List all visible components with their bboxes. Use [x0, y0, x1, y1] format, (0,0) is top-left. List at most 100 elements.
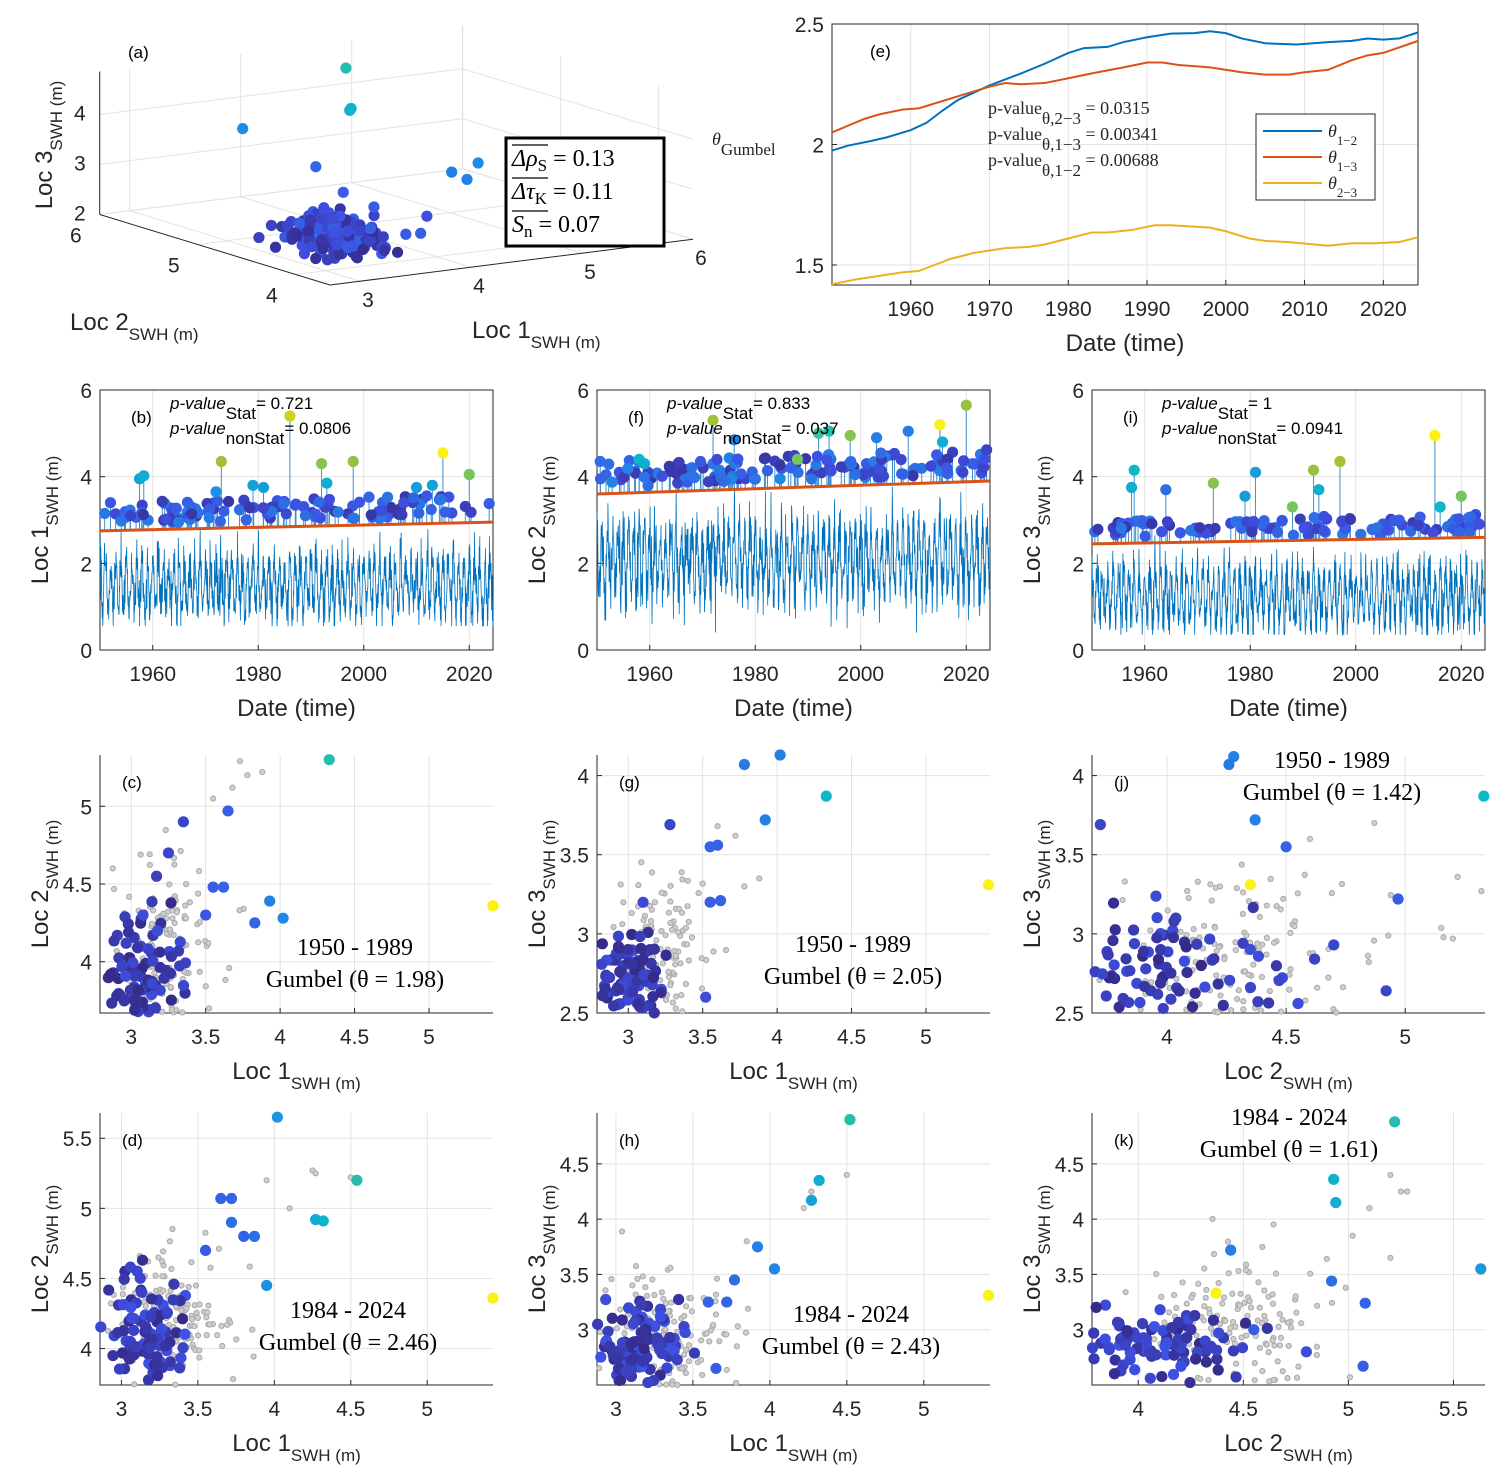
gray-point: [1200, 922, 1208, 929]
legend-sub: 1−2: [1337, 133, 1357, 148]
peak-point: [758, 453, 771, 465]
label-subscript: S: [538, 156, 547, 175]
gray-point: [1266, 1378, 1273, 1385]
y-axis-label: Loc 2SWH (m): [27, 1185, 62, 1314]
x-tick-label: 3: [622, 1026, 634, 1049]
gray-point: [1301, 871, 1308, 878]
data-point: [265, 219, 277, 232]
gray-point: [1276, 1342, 1284, 1349]
data-point: [1478, 790, 1490, 802]
gray-point: [744, 1305, 752, 1312]
x-tick-label: 1980: [732, 663, 779, 686]
gray-point: [1261, 1287, 1268, 1294]
gray-point: [648, 869, 656, 876]
gray-point: [1349, 1232, 1356, 1239]
x-axis-label: Loc 1SWH (m): [232, 1430, 361, 1465]
copula-points: [102, 754, 499, 1018]
data-point: [759, 814, 771, 826]
data-point: [1210, 1287, 1222, 1299]
data-point: [1211, 1353, 1223, 1365]
peak-point: [638, 471, 650, 483]
peak-point: [309, 508, 322, 520]
label-main: Loc 1: [232, 1058, 291, 1085]
data-point: [1217, 999, 1229, 1011]
peak-point: [931, 449, 943, 461]
data-point: [253, 231, 265, 244]
data-point: [1134, 996, 1146, 1009]
data-point: [293, 217, 305, 229]
gray-point: [196, 1347, 203, 1354]
gray-point: [1221, 956, 1228, 963]
gray-point: [1328, 890, 1335, 897]
y-tick-label: 2: [1072, 553, 1084, 576]
data-point: [655, 986, 667, 999]
data-point: [1180, 941, 1192, 953]
x-tick-label: 2010: [1281, 298, 1328, 321]
gray-point: [1170, 1291, 1178, 1299]
period-annotation: 1984 - 2024: [1231, 1105, 1347, 1131]
gray-point: [163, 915, 170, 922]
label-subscript: nonStat: [226, 429, 285, 448]
data-point: [1122, 1326, 1134, 1338]
data-point: [613, 942, 625, 954]
gray-point: [182, 902, 189, 909]
data-point: [1167, 1368, 1180, 1381]
data-point: [461, 173, 473, 186]
data-point: [340, 62, 352, 74]
gray-point: [1277, 906, 1284, 913]
x-tick-label: 2020: [943, 663, 990, 686]
gray-point: [1342, 1284, 1349, 1291]
peak-point: [732, 453, 744, 465]
x-tick-label: 3.5: [191, 1026, 220, 1049]
data-point: [625, 1338, 637, 1350]
data-point: [1178, 955, 1191, 967]
label-subscript: SWH (m): [1035, 456, 1054, 526]
data-point: [1237, 937, 1249, 949]
x-axis-label: Date (time): [734, 695, 853, 722]
legend: θ1−2θ1−3θ2−3: [1255, 113, 1376, 201]
x-tick-label: 4: [473, 275, 485, 298]
gray-point: [688, 1308, 695, 1315]
peak-point: [618, 471, 630, 483]
x-tick-label: 4.5: [837, 1026, 866, 1049]
gray-point: [1263, 1341, 1270, 1348]
data-point: [298, 248, 311, 260]
gray-point: [1364, 952, 1372, 959]
p-value-annotation: p-valueStat= 0.833: [666, 394, 810, 423]
peak-point: [896, 468, 908, 480]
peak-point: [1455, 490, 1467, 502]
y-tick-label: 2.5: [1055, 1003, 1084, 1026]
gray-point: [1294, 890, 1301, 897]
peak-point: [958, 455, 970, 467]
label-main: Loc 2: [1224, 1430, 1283, 1457]
data-point: [151, 1358, 163, 1370]
data-point: [1225, 1244, 1237, 1256]
x-tick-label: 4: [764, 1398, 776, 1421]
data-point: [1224, 974, 1236, 986]
data-point: [1154, 977, 1167, 989]
data-point: [217, 881, 230, 893]
peak-point: [1453, 527, 1466, 539]
data-point: [174, 960, 186, 972]
data-point: [1186, 1001, 1199, 1013]
data-point: [1239, 1317, 1252, 1329]
label-subscript: SWH (m): [1035, 820, 1054, 890]
data-point: [310, 252, 322, 265]
gray-point: [1240, 1006, 1247, 1013]
gray-point: [1298, 1320, 1305, 1327]
period-annotation: 1950 - 1989: [1274, 748, 1390, 774]
gray-point: [723, 1331, 730, 1338]
data-point: [738, 758, 750, 771]
gray-point: [706, 1338, 713, 1345]
gray-point: [151, 969, 158, 977]
data-point: [1359, 1297, 1371, 1309]
data-point: [596, 958, 608, 970]
y-tick-label: 4: [1072, 467, 1084, 490]
y-tick-label: 4: [1072, 766, 1084, 789]
gray-point: [1228, 1007, 1235, 1014]
data-point: [1108, 959, 1120, 971]
gray-point: [695, 889, 702, 897]
data-point: [1189, 987, 1201, 999]
peak-point: [104, 497, 117, 509]
